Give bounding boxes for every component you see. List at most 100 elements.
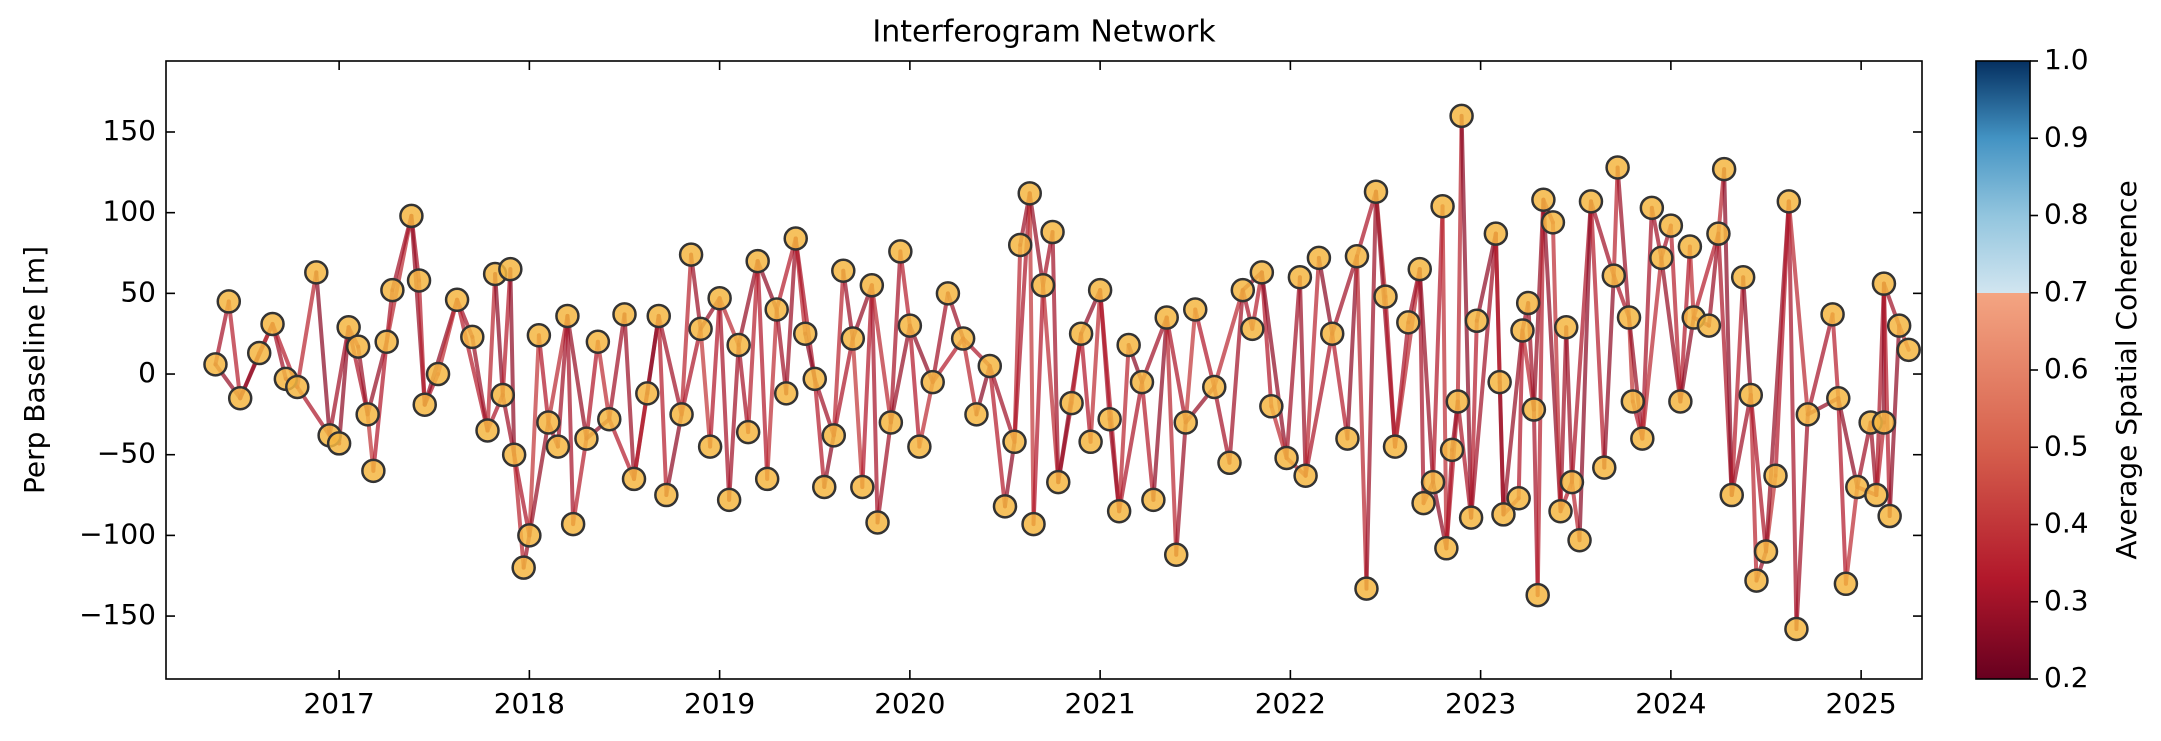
acquisition-node	[1030, 273, 1056, 298]
network-edge	[1284, 275, 1302, 460]
network-edge	[1830, 312, 1841, 401]
network-edge	[961, 336, 979, 417]
network-edge	[645, 313, 661, 396]
acquisition-node	[1017, 181, 1042, 206]
network-edge	[1706, 231, 1721, 328]
network-edge	[470, 334, 490, 433]
acquisition-node	[1007, 232, 1033, 258]
acquisition-node	[745, 248, 770, 274]
acquisition-node	[821, 423, 847, 448]
network-edge	[1602, 273, 1616, 470]
network-edge	[1640, 255, 1664, 441]
network-edge	[622, 312, 637, 481]
y-tick-label: 50	[120, 275, 156, 308]
acquisition-node	[1182, 297, 1208, 322]
acquisition-node	[1274, 445, 1299, 471]
acquisition-node	[326, 431, 352, 456]
acquisition-node	[1464, 308, 1490, 334]
acquisition-node	[1087, 277, 1113, 303]
network-edge	[708, 296, 722, 449]
colorbar-tick-label: 0.9	[2044, 120, 2089, 153]
network-edge	[717, 296, 732, 502]
acquisition-node	[1540, 210, 1566, 235]
acquisition-node	[612, 302, 637, 327]
acquisition-node	[1896, 337, 1921, 363]
colorbar-tick-label: 0.7	[2044, 275, 2089, 308]
acquisition-node	[1578, 189, 1604, 214]
network-edge	[1627, 315, 1645, 441]
colorbar-label: Average Spatial Coherence	[2110, 180, 2143, 559]
acquisition-node	[585, 329, 611, 355]
acquisition-node	[646, 303, 671, 329]
acquisition-node	[1711, 156, 1737, 182]
acquisition-node	[1730, 264, 1756, 290]
acquisition-node	[380, 277, 405, 303]
acquisition-node	[1411, 490, 1436, 516]
acquisition-node	[203, 352, 228, 377]
acquisition-node	[935, 281, 961, 306]
network-edge	[1193, 307, 1217, 389]
acquisition-node	[773, 381, 799, 406]
network-edge	[1678, 315, 1696, 404]
network-edge	[1164, 315, 1188, 425]
acquisition-node	[977, 353, 1003, 379]
acquisition-node	[1696, 313, 1722, 338]
acquisition-node	[1776, 189, 1802, 214]
acquisition-node	[1826, 385, 1851, 411]
network-edge	[1588, 199, 1616, 278]
x-tick-label: 2024	[1635, 687, 1706, 720]
network-edge	[1259, 270, 1289, 460]
network-edge	[1516, 328, 1525, 501]
acquisition-node	[1068, 321, 1094, 346]
network-edge	[595, 339, 612, 422]
network-edge	[493, 271, 505, 398]
network-edge	[1303, 255, 1321, 478]
y-tick-label: −100	[79, 517, 156, 550]
colorbar-tick-label: 0.3	[2044, 584, 2089, 617]
network-edge	[1431, 204, 1445, 485]
network-edge	[1535, 197, 1546, 598]
network-edge	[850, 336, 865, 489]
acquisition-node	[1763, 463, 1788, 488]
network-edge	[1330, 254, 1359, 336]
network-edge	[1773, 199, 1791, 478]
acquisition-node	[574, 426, 599, 451]
network-edge	[746, 259, 760, 435]
network-edge	[1212, 384, 1232, 465]
network-edge	[1805, 312, 1835, 417]
acquisition-node	[1430, 193, 1455, 219]
network-edge	[1440, 204, 1449, 551]
network-edge	[875, 420, 893, 525]
acquisition-node	[1129, 369, 1155, 395]
network-edge	[736, 259, 760, 347]
acquisition-node	[1616, 305, 1642, 330]
network-edge	[907, 323, 922, 449]
network-edge	[656, 313, 684, 417]
edges	[213, 113, 1911, 631]
network-edge	[656, 313, 669, 498]
network-edge	[987, 363, 1017, 444]
acquisition-node	[1559, 469, 1585, 495]
acquisition-node	[783, 226, 808, 251]
acquisition-node	[475, 418, 500, 443]
network-edge	[679, 326, 703, 417]
acquisition-node	[1154, 305, 1179, 330]
network-edge	[1031, 283, 1046, 527]
acquisition-node	[678, 242, 704, 267]
colorbar-tick-label: 0.5	[2044, 429, 2089, 462]
acquisition-node	[754, 466, 780, 492]
x-tick-label: 2020	[874, 687, 945, 720]
acquisition-node	[1344, 243, 1370, 269]
network-edge	[1079, 331, 1093, 444]
acquisition-node	[597, 406, 622, 432]
x-tick-label: 2018	[494, 687, 565, 720]
network-edge	[898, 249, 912, 328]
acquisition-node	[399, 203, 424, 229]
acquisition-node	[246, 340, 272, 366]
acquisition-node	[1458, 505, 1484, 530]
network-edge	[1117, 342, 1131, 514]
network-edge	[1836, 396, 1848, 586]
acquisition-node	[555, 303, 580, 329]
acquisition-node	[560, 511, 586, 537]
network-edge	[390, 213, 414, 293]
